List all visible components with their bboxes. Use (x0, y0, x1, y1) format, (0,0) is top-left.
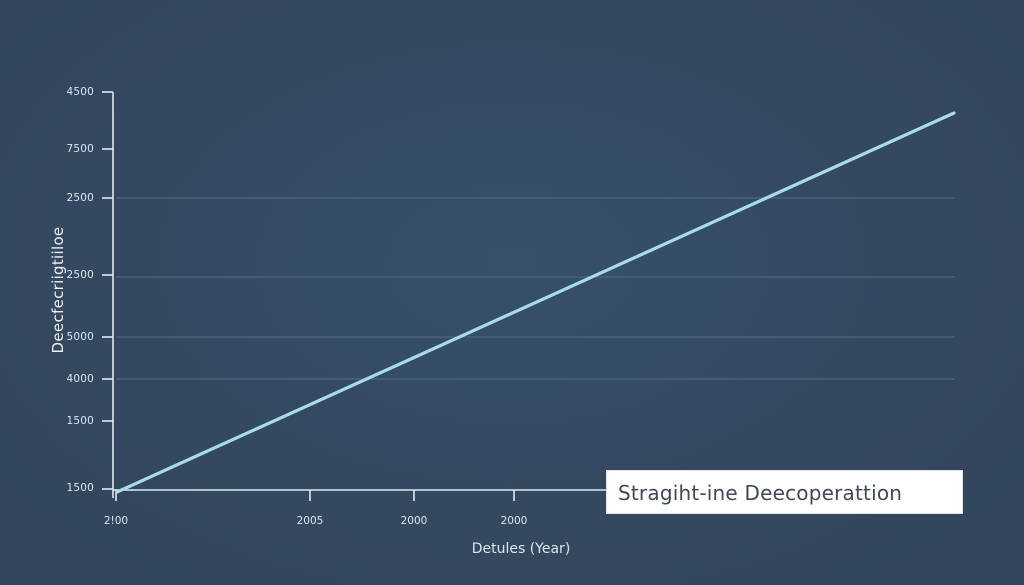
y-tick-label: 4500 (66, 86, 94, 98)
y-tick-label: 2500 (66, 269, 94, 281)
y-tick-label: 2500 (66, 192, 94, 204)
x-axis (113, 489, 606, 501)
series-line (115, 111, 956, 494)
y-tick-label: 4000 (66, 373, 94, 385)
y-tick-label: 1500 (66, 415, 94, 427)
x-tick-label: 2000 (400, 515, 428, 527)
x-tick-label: 2!00 (103, 515, 129, 527)
y-axis-title: Deecfecriigtiiloe (49, 226, 67, 354)
x-tick-label: 2005 (296, 515, 324, 527)
y-axis (102, 91, 114, 498)
x-tick-label: 2000 (500, 515, 528, 527)
x-axis-title: Detules (Year) (471, 541, 571, 557)
y-tick-label: 7500 (66, 143, 94, 155)
y-tick-label: 5000 (66, 331, 94, 343)
y-tick-label: 1500 (66, 482, 94, 494)
series-annotation-label: Stragiht-ine Deecoperattion (606, 470, 963, 514)
gridlines (116, 197, 955, 380)
